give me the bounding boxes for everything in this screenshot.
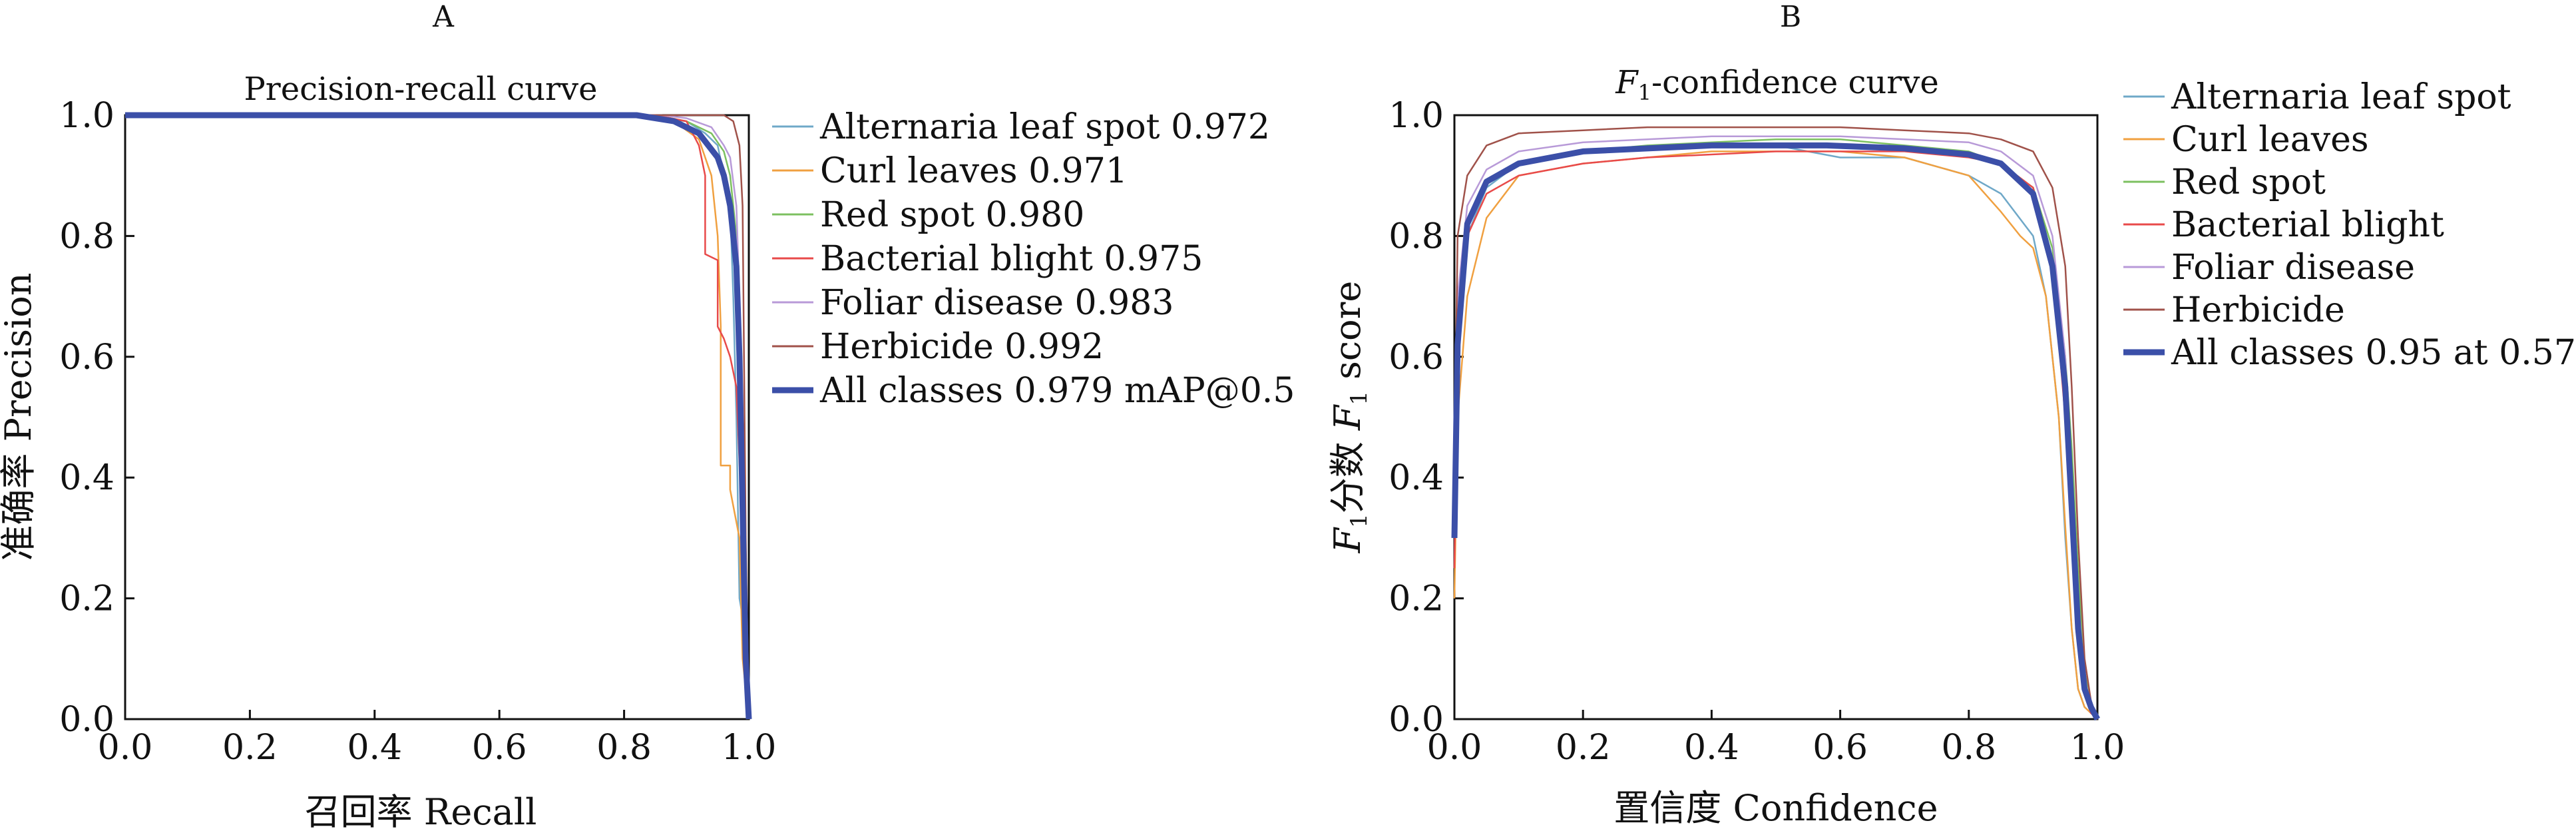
b-x-tick-label: 0.4 [1684, 728, 1739, 768]
a-x-tick-label: 1.0 [722, 728, 777, 768]
panel-a-x-axis-label: 召回率 Recall [305, 791, 537, 831]
panel-a-y-axis-label: 准确率 Precision [0, 272, 39, 561]
b-y-tick-label: 1.0 [1389, 96, 1444, 136]
panel-a-title: Precision-recall curve [244, 71, 598, 108]
a-y-tick-label: 1.0 [59, 96, 114, 136]
panel-a-plot-frame [124, 114, 750, 720]
a-legend-label-0: Alternaria leaf spot 0.972 [819, 107, 1270, 147]
b-series-line-6 [1451, 142, 2100, 721]
panel-a-letter: A [432, 0, 455, 34]
panel-b-curves [1451, 126, 2100, 721]
b-legend-label-6: All classes 0.95 at 0.579 [2171, 333, 2576, 373]
a-series-line-5 [125, 114, 750, 720]
b-series-line-2 [1453, 138, 2099, 720]
panel-b-x-axis-label: 置信度 Confidence [1613, 787, 1938, 829]
a-series-line-1 [125, 114, 750, 720]
panel-b-letter: B [1780, 0, 1801, 34]
a-legend-label-5: Herbicide 0.992 [820, 327, 1104, 367]
b-y-tick-label: 0.2 [1389, 579, 1444, 619]
b-x-tick-label: 0.8 [1941, 728, 1996, 768]
a-y-tick-label: 0.2 [59, 579, 114, 619]
a-y-tick-label: 0.4 [59, 458, 114, 498]
a-y-tick-label: 0.0 [59, 700, 114, 740]
a-series-line-3 [125, 114, 750, 720]
b-series-line-0 [1453, 144, 2098, 720]
a-x-tick-label: 0.0 [98, 728, 153, 768]
b-legend-label-5: Herbicide [2171, 290, 2345, 330]
b-legend-label-2: Red spot [2171, 162, 2326, 202]
a-legend-label-2: Red spot 0.980 [820, 195, 1084, 235]
panel-b-x-ticks: 0.0 0.2 0.4 0.6 0.8 1.0 [1427, 710, 2125, 768]
b-series-line-5 [1453, 126, 2099, 720]
a-x-tick-label: 0.4 [347, 728, 402, 768]
panel-b-y-ticks: 0.0 0.2 0.4 0.6 0.8 1.0 [1389, 96, 1464, 740]
panel-a: A Precision-recall curve 0.0 0.2 0.4 0.6 0.8… [0, 0, 1295, 831]
b-x-tick-label: 1.0 [2070, 728, 2125, 768]
a-legend-label-4: Foliar disease 0.983 [820, 283, 1174, 323]
b-legend-label-1: Curl leaves [2171, 120, 2369, 160]
a-x-tick-label: 0.8 [596, 728, 652, 768]
a-x-tick-label: 0.6 [472, 728, 527, 768]
panel-a-x-ticks: 0.0 0.2 0.4 0.6 0.8 1.0 [98, 710, 777, 768]
panel-b: B F1-confidence curve 0.0 0.2 0.4 0.6 0.8 1.0… [1327, 0, 2576, 829]
a-series-line-0 [125, 114, 750, 720]
b-series-line-4 [1453, 135, 2099, 720]
a-legend-label-6: All classes 0.979 mAP@0.5 [819, 371, 1295, 411]
panel-a-curves [125, 112, 752, 720]
panel-b-title: F1-confidence curve [1615, 64, 1938, 105]
b-y-tick-label: 0.0 [1389, 700, 1444, 740]
a-y-tick-label: 0.6 [59, 338, 114, 378]
panel-a-y-ticks: 0.0 0.2 0.4 0.6 0.8 1.0 [59, 96, 134, 740]
b-series-line-1 [1453, 150, 2098, 720]
a-y-tick-label: 0.8 [59, 216, 114, 256]
a-series-line-4 [125, 114, 750, 720]
b-x-tick-label: 0.6 [1813, 728, 1868, 768]
b-y-tick-label: 0.8 [1389, 216, 1444, 256]
b-y-tick-label: 0.6 [1389, 338, 1444, 378]
b-series-line-3 [1453, 150, 2098, 720]
b-legend-label-4: Foliar disease [2171, 248, 2415, 288]
a-legend-label-3: Bacterial blight 0.975 [820, 239, 1203, 279]
a-legend-label-1: Curl leaves 0.971 [820, 151, 1128, 191]
b-x-tick-label: 0.2 [1556, 728, 1611, 768]
a-series-line-2 [125, 114, 750, 720]
panel-b-y-axis-label: F1分数 F1 score [1327, 281, 1373, 554]
a-series-line-6 [125, 112, 752, 720]
b-legend-label-0: Alternaria leaf spot [2171, 77, 2511, 117]
b-legend-label-3: Bacterial blight [2171, 205, 2444, 245]
a-x-tick-label: 0.2 [222, 728, 278, 768]
b-y-tick-label: 0.4 [1389, 458, 1444, 498]
panel-b-plot-frame [1453, 114, 2099, 720]
b-x-tick-label: 0.0 [1427, 728, 1482, 768]
